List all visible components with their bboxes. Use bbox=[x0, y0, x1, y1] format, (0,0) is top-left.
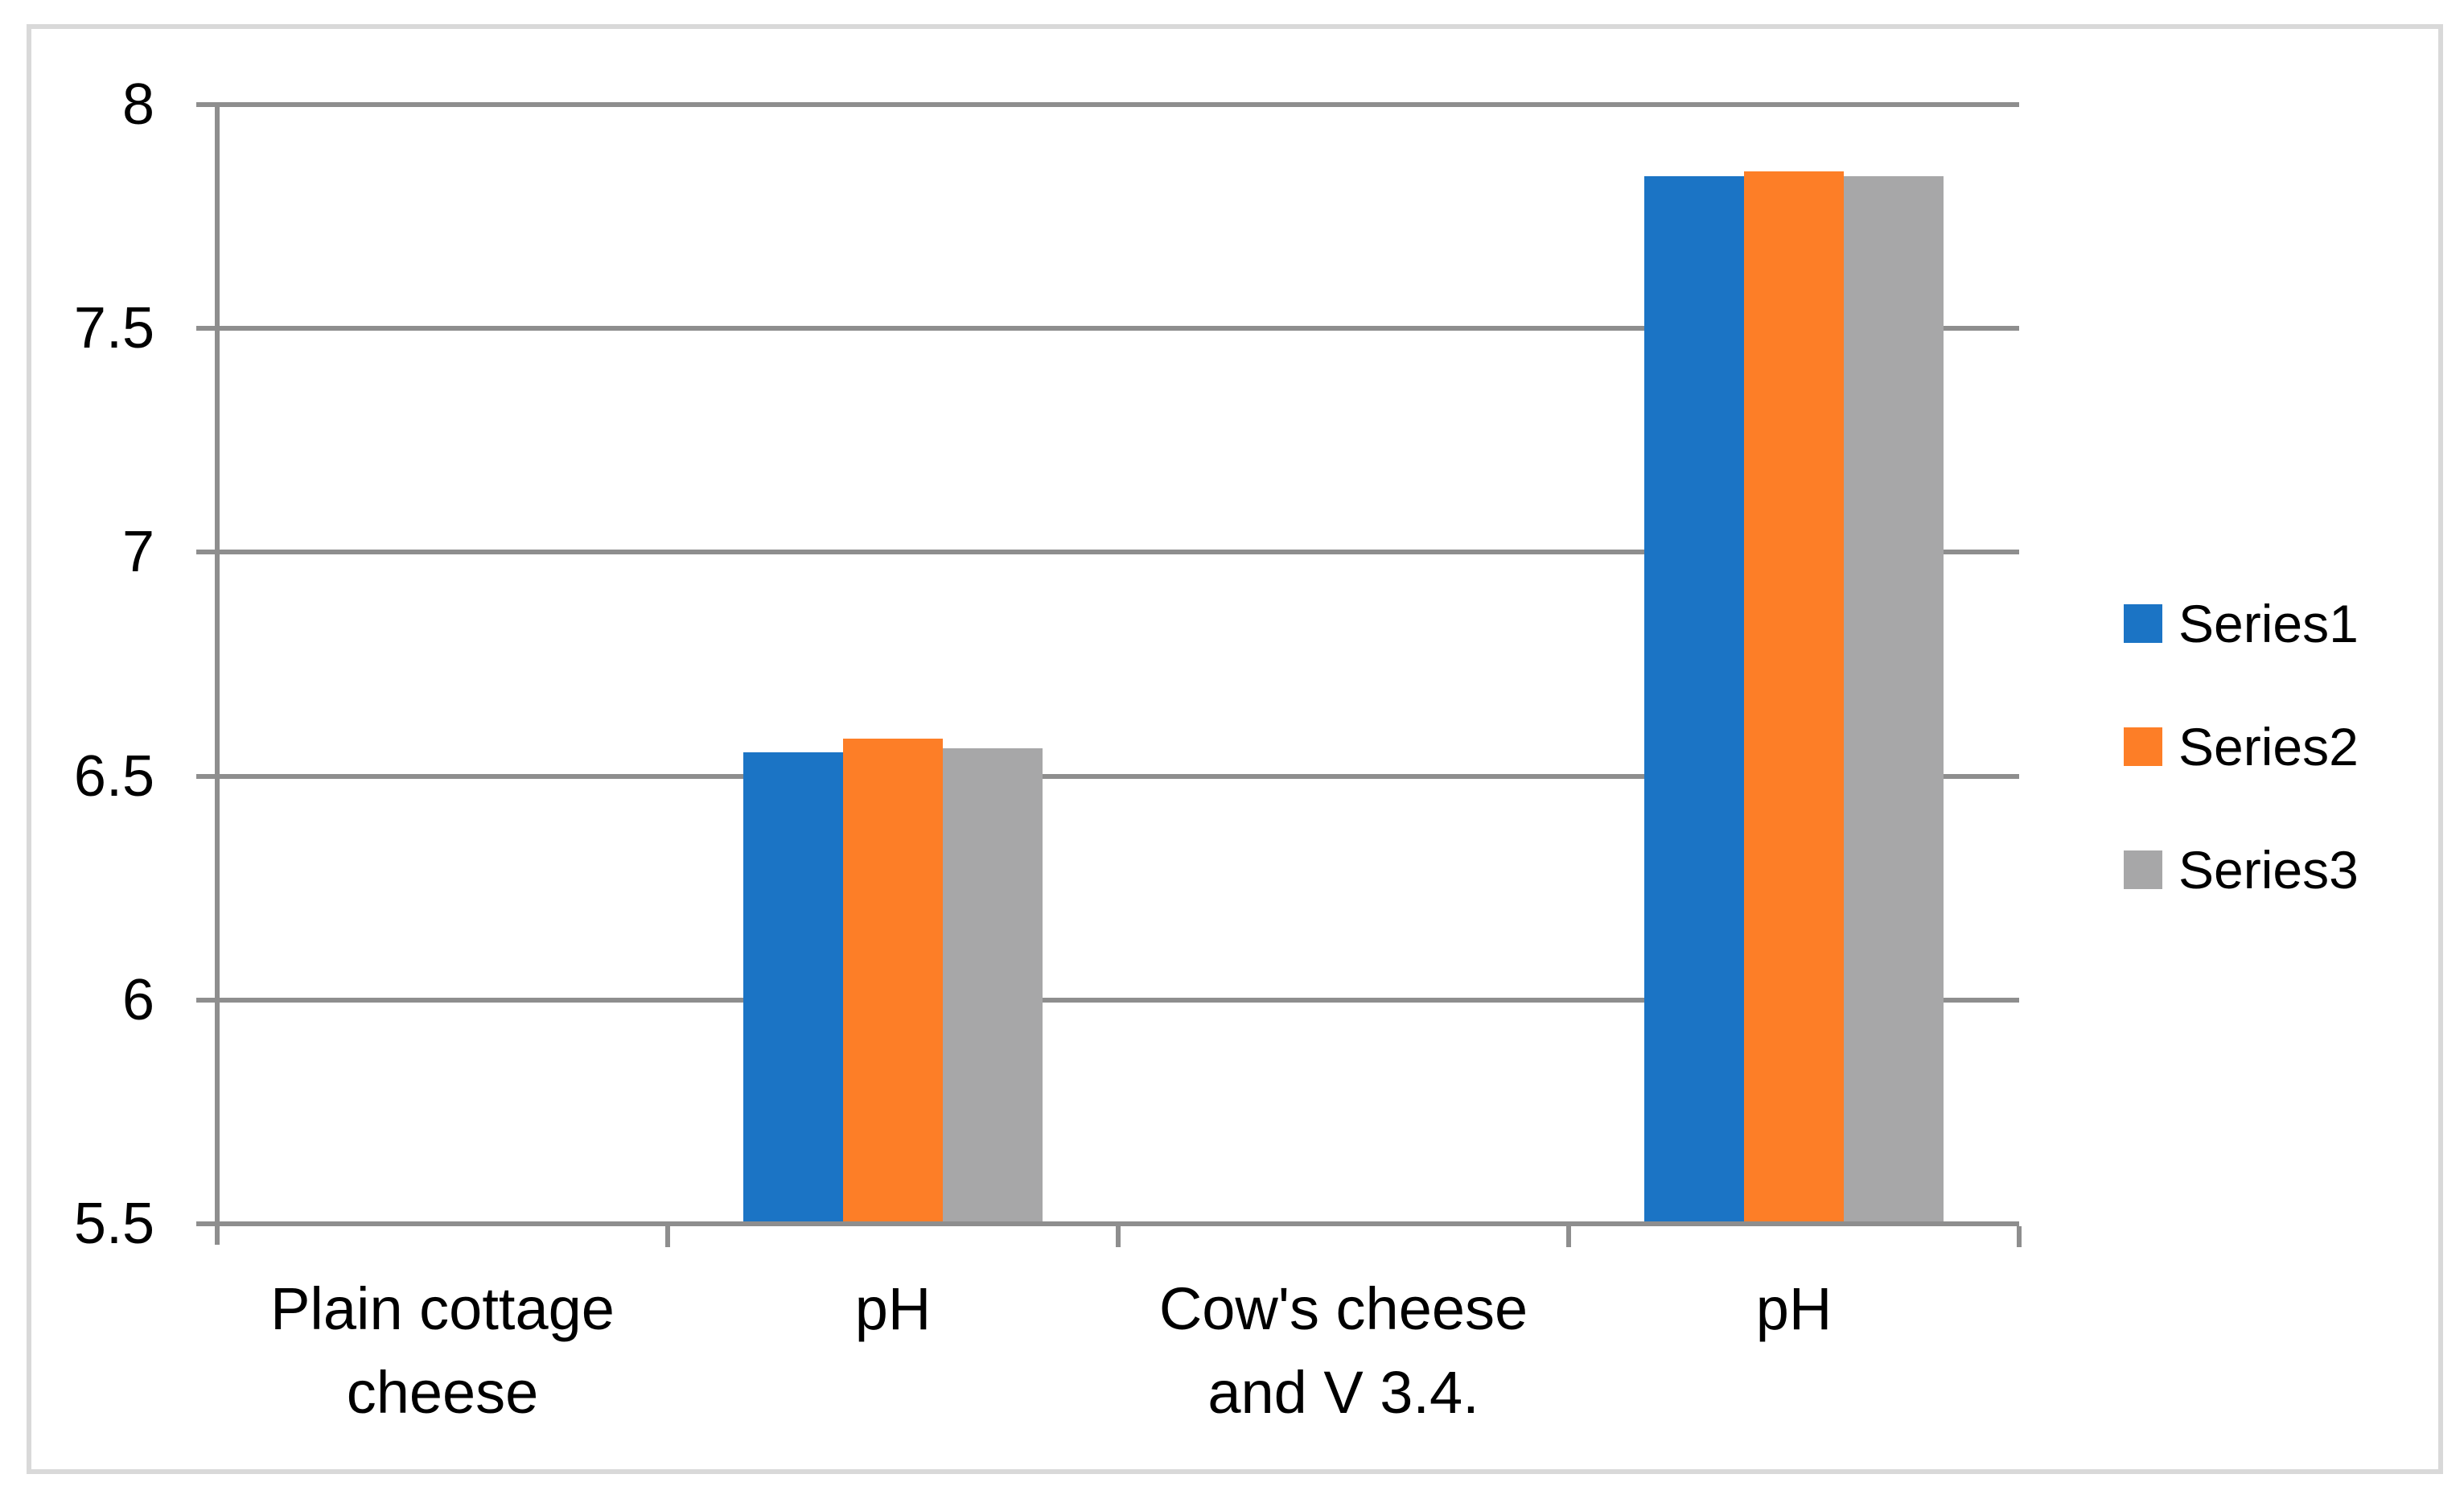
legend-label: Series3 bbox=[2178, 840, 2359, 900]
x-axis-label-plain-cottage-cheese: Plain cottage cheese bbox=[270, 1275, 615, 1426]
bar-series1 bbox=[743, 752, 843, 1221]
x-axis-label-cows-cheese: Cow's cheese and V 3.4. bbox=[1158, 1275, 1528, 1426]
x-axis-tick bbox=[1116, 1226, 1121, 1247]
y-axis-tick bbox=[196, 102, 217, 107]
y-axis-tick bbox=[196, 326, 217, 332]
bar-series3 bbox=[943, 747, 1043, 1221]
x-axis-label-ph-2: pH bbox=[1755, 1275, 1833, 1342]
x-axis-label-ph-1: pH bbox=[854, 1275, 932, 1342]
bar-series3 bbox=[1844, 175, 1944, 1221]
bar-group-ph-2 bbox=[1569, 105, 2019, 1221]
y-axis-tick bbox=[196, 773, 217, 779]
y-axis-label: 8 bbox=[121, 72, 154, 137]
series2-swatch-icon bbox=[2124, 727, 2162, 766]
bar-series2 bbox=[843, 739, 943, 1221]
y-axis-tick bbox=[196, 550, 217, 555]
bar-groups bbox=[217, 105, 2019, 1221]
bar-series2 bbox=[1744, 171, 1844, 1221]
gridline bbox=[217, 102, 2019, 107]
legend-label: Series2 bbox=[2178, 717, 2359, 776]
legend: Series1 Series2 Series3 bbox=[2124, 585, 2359, 954]
x-axis-line bbox=[196, 1221, 2019, 1226]
chart-border-frame bbox=[27, 24, 2443, 1474]
y-axis-label: 5.5 bbox=[73, 1192, 154, 1256]
plot-area: 8 7.5 7 6.5 6 5.5 Plain cottage cheese p… bbox=[74, 76, 2022, 1426]
y-axis-tick bbox=[196, 997, 217, 1003]
bar-group-plain-cottage-cheese bbox=[217, 105, 668, 1221]
y-axis-label: 6 bbox=[121, 967, 154, 1032]
x-axis-tick bbox=[1566, 1226, 1571, 1247]
x-axis-tick bbox=[2017, 1226, 2022, 1247]
bar-group-cows-cheese bbox=[1118, 105, 1569, 1221]
bar-series1 bbox=[1644, 175, 1744, 1221]
gridline bbox=[217, 550, 2019, 555]
x-axis-labels: Plain cottage cheese pH Cow's cheese and… bbox=[217, 1267, 2019, 1434]
legend-item-series3: Series3 bbox=[2124, 831, 2359, 908]
series1-swatch-icon bbox=[2124, 604, 2162, 643]
gridline bbox=[217, 773, 2019, 779]
legend-label: Series1 bbox=[2178, 594, 2359, 653]
series3-swatch-icon bbox=[2124, 850, 2162, 889]
y-axis-line bbox=[215, 102, 220, 1245]
y-axis-label: 7 bbox=[121, 520, 154, 585]
legend-item-series1: Series1 bbox=[2124, 585, 2359, 662]
legend-item-series2: Series2 bbox=[2124, 708, 2359, 785]
y-axis-label: 6.5 bbox=[73, 743, 154, 809]
x-axis-tick bbox=[665, 1226, 670, 1247]
y-axis-label: 7.5 bbox=[73, 296, 154, 361]
gridline bbox=[217, 997, 2019, 1003]
gridline bbox=[217, 326, 2019, 332]
bar-group-ph-1 bbox=[668, 105, 1118, 1221]
